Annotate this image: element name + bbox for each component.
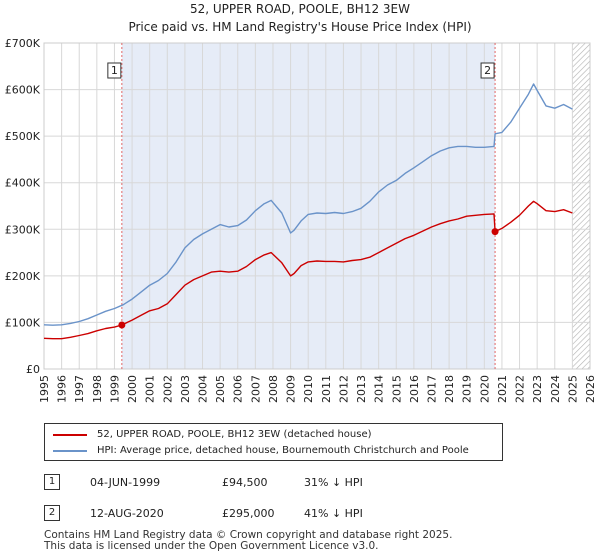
x-tick-label: 2021 [496,375,509,403]
x-tick-label: 1997 [73,375,86,403]
legend-swatch-property [53,434,87,436]
x-tick-label: 2017 [425,375,438,403]
x-tick-label: 2015 [390,375,403,403]
x-tick-label: 2019 [461,375,474,403]
hpi-line [43,83,573,326]
sale-marker-box [480,62,495,79]
x-tick-label: 2024 [549,375,562,403]
sale-marker-label: 2 [484,64,491,77]
sale-hpi-diff: 31% ↓ HPI [304,476,363,489]
x-tick-label: 2006 [232,375,245,403]
plot-area: £0 £100K £200K £300K £400K £500K £600K £700K 199… [5,37,597,403]
y-tick-label: £400K [5,177,41,190]
y-tick-label: £700K [5,37,41,50]
x-tick-label: 2014 [373,375,386,403]
x-tick-label: 2013 [355,375,368,403]
y-tick-label: £0 [26,363,40,376]
x-tick-label: 2000 [126,375,139,403]
x-tick-label: 2007 [249,375,262,403]
x-tick-label: 1996 [56,375,69,403]
chart-title: 52, UPPER ROAD, POOLE, BH12 3EW [190,2,410,16]
x-tick-label: 2011 [320,375,333,403]
plot-border [43,42,591,370]
x-tick-label: 2016 [408,375,421,403]
chart-subtitle: Price paid vs. HM Land Registry's House … [128,20,471,34]
legend-label-property: 52, UPPER ROAD, POOLE, BH12 3EW (detache… [97,429,372,440]
y-tick-label: £500K [5,130,41,143]
sale-marker-badge: 2 [44,505,60,521]
footer-line-2: This data is licensed under the Open Gov… [44,540,379,552]
footer-line-1: Contains HM Land Registry data © Crown c… [44,529,453,541]
y-tick-label: £300K [5,223,41,236]
x-tick-label: 2020 [478,375,491,403]
x-tick-label: 2018 [443,375,456,403]
x-tick-label: 2009 [285,375,298,403]
y-tick-label: £100K [5,316,41,329]
sale-hpi-diff: 41% ↓ HPI [304,507,363,520]
legend: 52, UPPER ROAD, POOLE, BH12 3EW (detache… [44,423,503,461]
x-tick-label: 2023 [531,375,544,403]
x-tick-label: 2010 [302,375,315,403]
sale-price: £94,500 [222,476,268,489]
x-tick-label: 2005 [214,375,227,403]
sale-price: £295,000 [222,507,275,520]
sale-marker-box [107,62,122,79]
sale-point [491,228,499,236]
price-chart: 52, UPPER ROAD, POOLE, BH12 3EW Price pa… [5,2,597,403]
property-price-line [43,200,573,340]
sale-marker-badge: 1 [44,474,60,490]
legend-swatch-hpi [53,450,87,452]
sale-date: 04-JUN-1999 [90,476,161,489]
y-tick-label: £200K [5,270,41,283]
x-tick-label: 2012 [337,375,350,403]
x-tick-label: 1995 [38,375,51,403]
y-tick-label: £600K [5,84,41,97]
legend-label-hpi: HPI: Average price, detached house, Bour… [97,445,469,456]
x-tick-label: 2022 [514,375,527,403]
x-tick-label: 2003 [179,375,192,403]
sale-marker-label: 1 [111,64,118,77]
x-tick-label: 1999 [108,375,121,403]
x-tick-label: 2001 [144,375,157,403]
future-hatch [572,43,590,369]
x-tick-label: 2004 [197,375,210,403]
x-tick-label: 2002 [161,375,174,403]
sale-date: 12-AUG-2020 [90,507,164,520]
x-tick-label: 2008 [267,375,280,403]
sale-point [118,321,126,329]
x-tick-label: 2026 [584,375,597,403]
x-tick-label: 2025 [566,375,579,403]
x-tick-label: 1998 [91,375,104,403]
footer-credits: Contains HM Land Registry data © Crown c… [44,530,452,552]
